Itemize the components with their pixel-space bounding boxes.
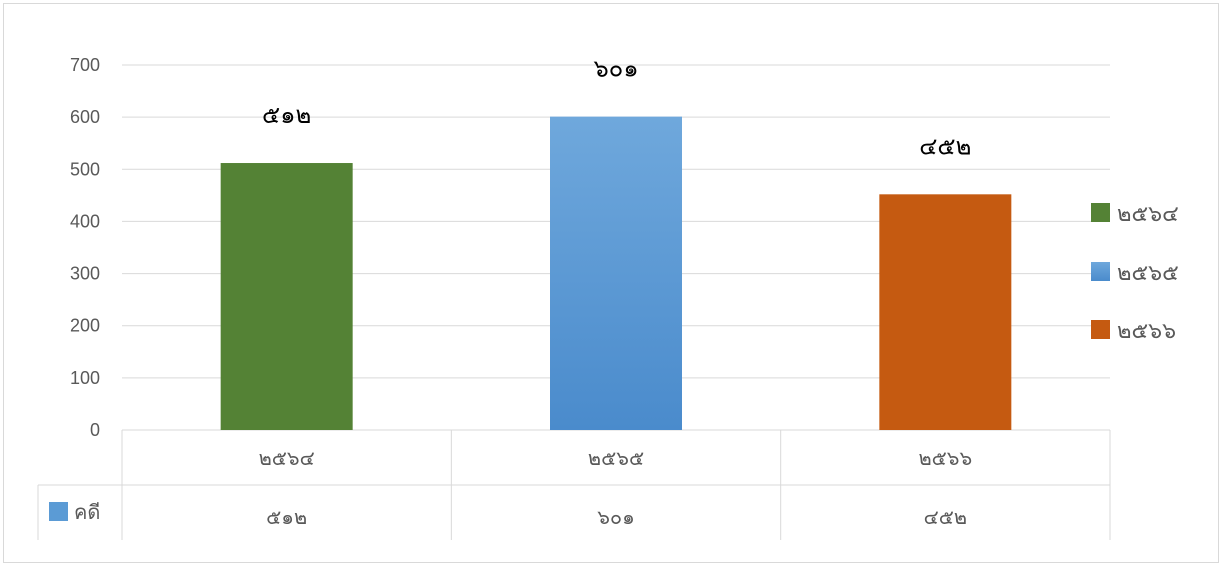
table-cell: ๔๕๒ (924, 505, 967, 529)
legend-swatch (1091, 262, 1110, 281)
y-tick-label: 100 (70, 368, 100, 388)
table-cell: ๖๐๑ (597, 505, 635, 529)
bar-2 (550, 116, 682, 430)
legend-swatch (1091, 203, 1110, 222)
table-cell: ๕๑๒ (266, 505, 307, 529)
data-label: ๖๐๑ (593, 55, 638, 83)
bar-1 (220, 163, 353, 430)
y-tick-label: 200 (70, 316, 100, 336)
y-tick-label: 600 (70, 107, 100, 127)
table-header-cell: ๒๕๖๕ (588, 446, 644, 470)
y-tick-label: 500 (70, 159, 100, 179)
table-header-cell: ๒๕๖๔ (259, 446, 315, 470)
bar-3 (879, 194, 1012, 430)
y-tick-label: 400 (70, 211, 100, 231)
y-axis-ticks: 0 100 200 300 400 500 600 700 (70, 55, 100, 440)
y-tick-label: 700 (70, 55, 100, 75)
legend-key (49, 502, 68, 521)
legend-entry: ๒๕๖๔ (1117, 202, 1179, 227)
legend-entry: ๒๕๖๕ (1117, 261, 1179, 286)
table-row-name: คดี (74, 500, 100, 524)
data-label: ๔๕๒ (919, 132, 971, 160)
legend-entry: ๒๕๖๖ (1117, 319, 1176, 344)
bars (220, 116, 1012, 430)
legend-swatch (1091, 320, 1110, 339)
y-tick-label: 0 (90, 420, 100, 440)
y-tick-label: 300 (70, 264, 100, 284)
data-label: ๕๑๒ (262, 101, 311, 129)
table-header-cell: ๒๕๖๖ (918, 446, 972, 470)
